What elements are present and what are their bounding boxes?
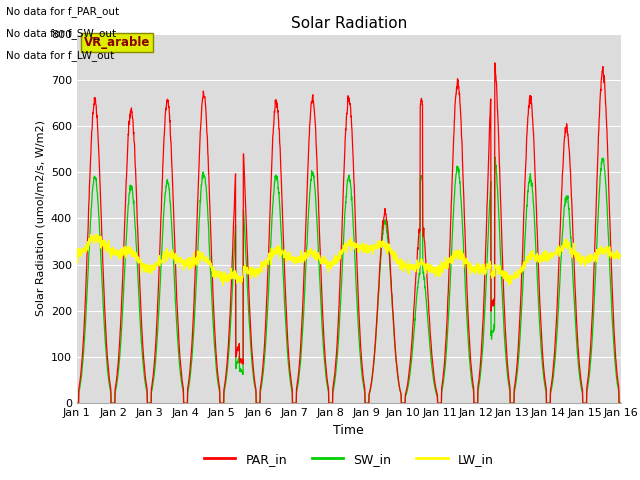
Text: No data for f_SW_out: No data for f_SW_out: [6, 28, 116, 39]
Text: VR_arable: VR_arable: [84, 36, 150, 49]
Title: Solar Radiation: Solar Radiation: [291, 16, 407, 31]
Text: No data for f_LW_out: No data for f_LW_out: [6, 49, 115, 60]
Y-axis label: Solar Radiation (umol/m2/s, W/m2): Solar Radiation (umol/m2/s, W/m2): [35, 120, 45, 316]
X-axis label: Time: Time: [333, 424, 364, 437]
Text: No data for f_PAR_out: No data for f_PAR_out: [6, 6, 120, 17]
Legend: PAR_in, SW_in, LW_in: PAR_in, SW_in, LW_in: [199, 448, 499, 471]
